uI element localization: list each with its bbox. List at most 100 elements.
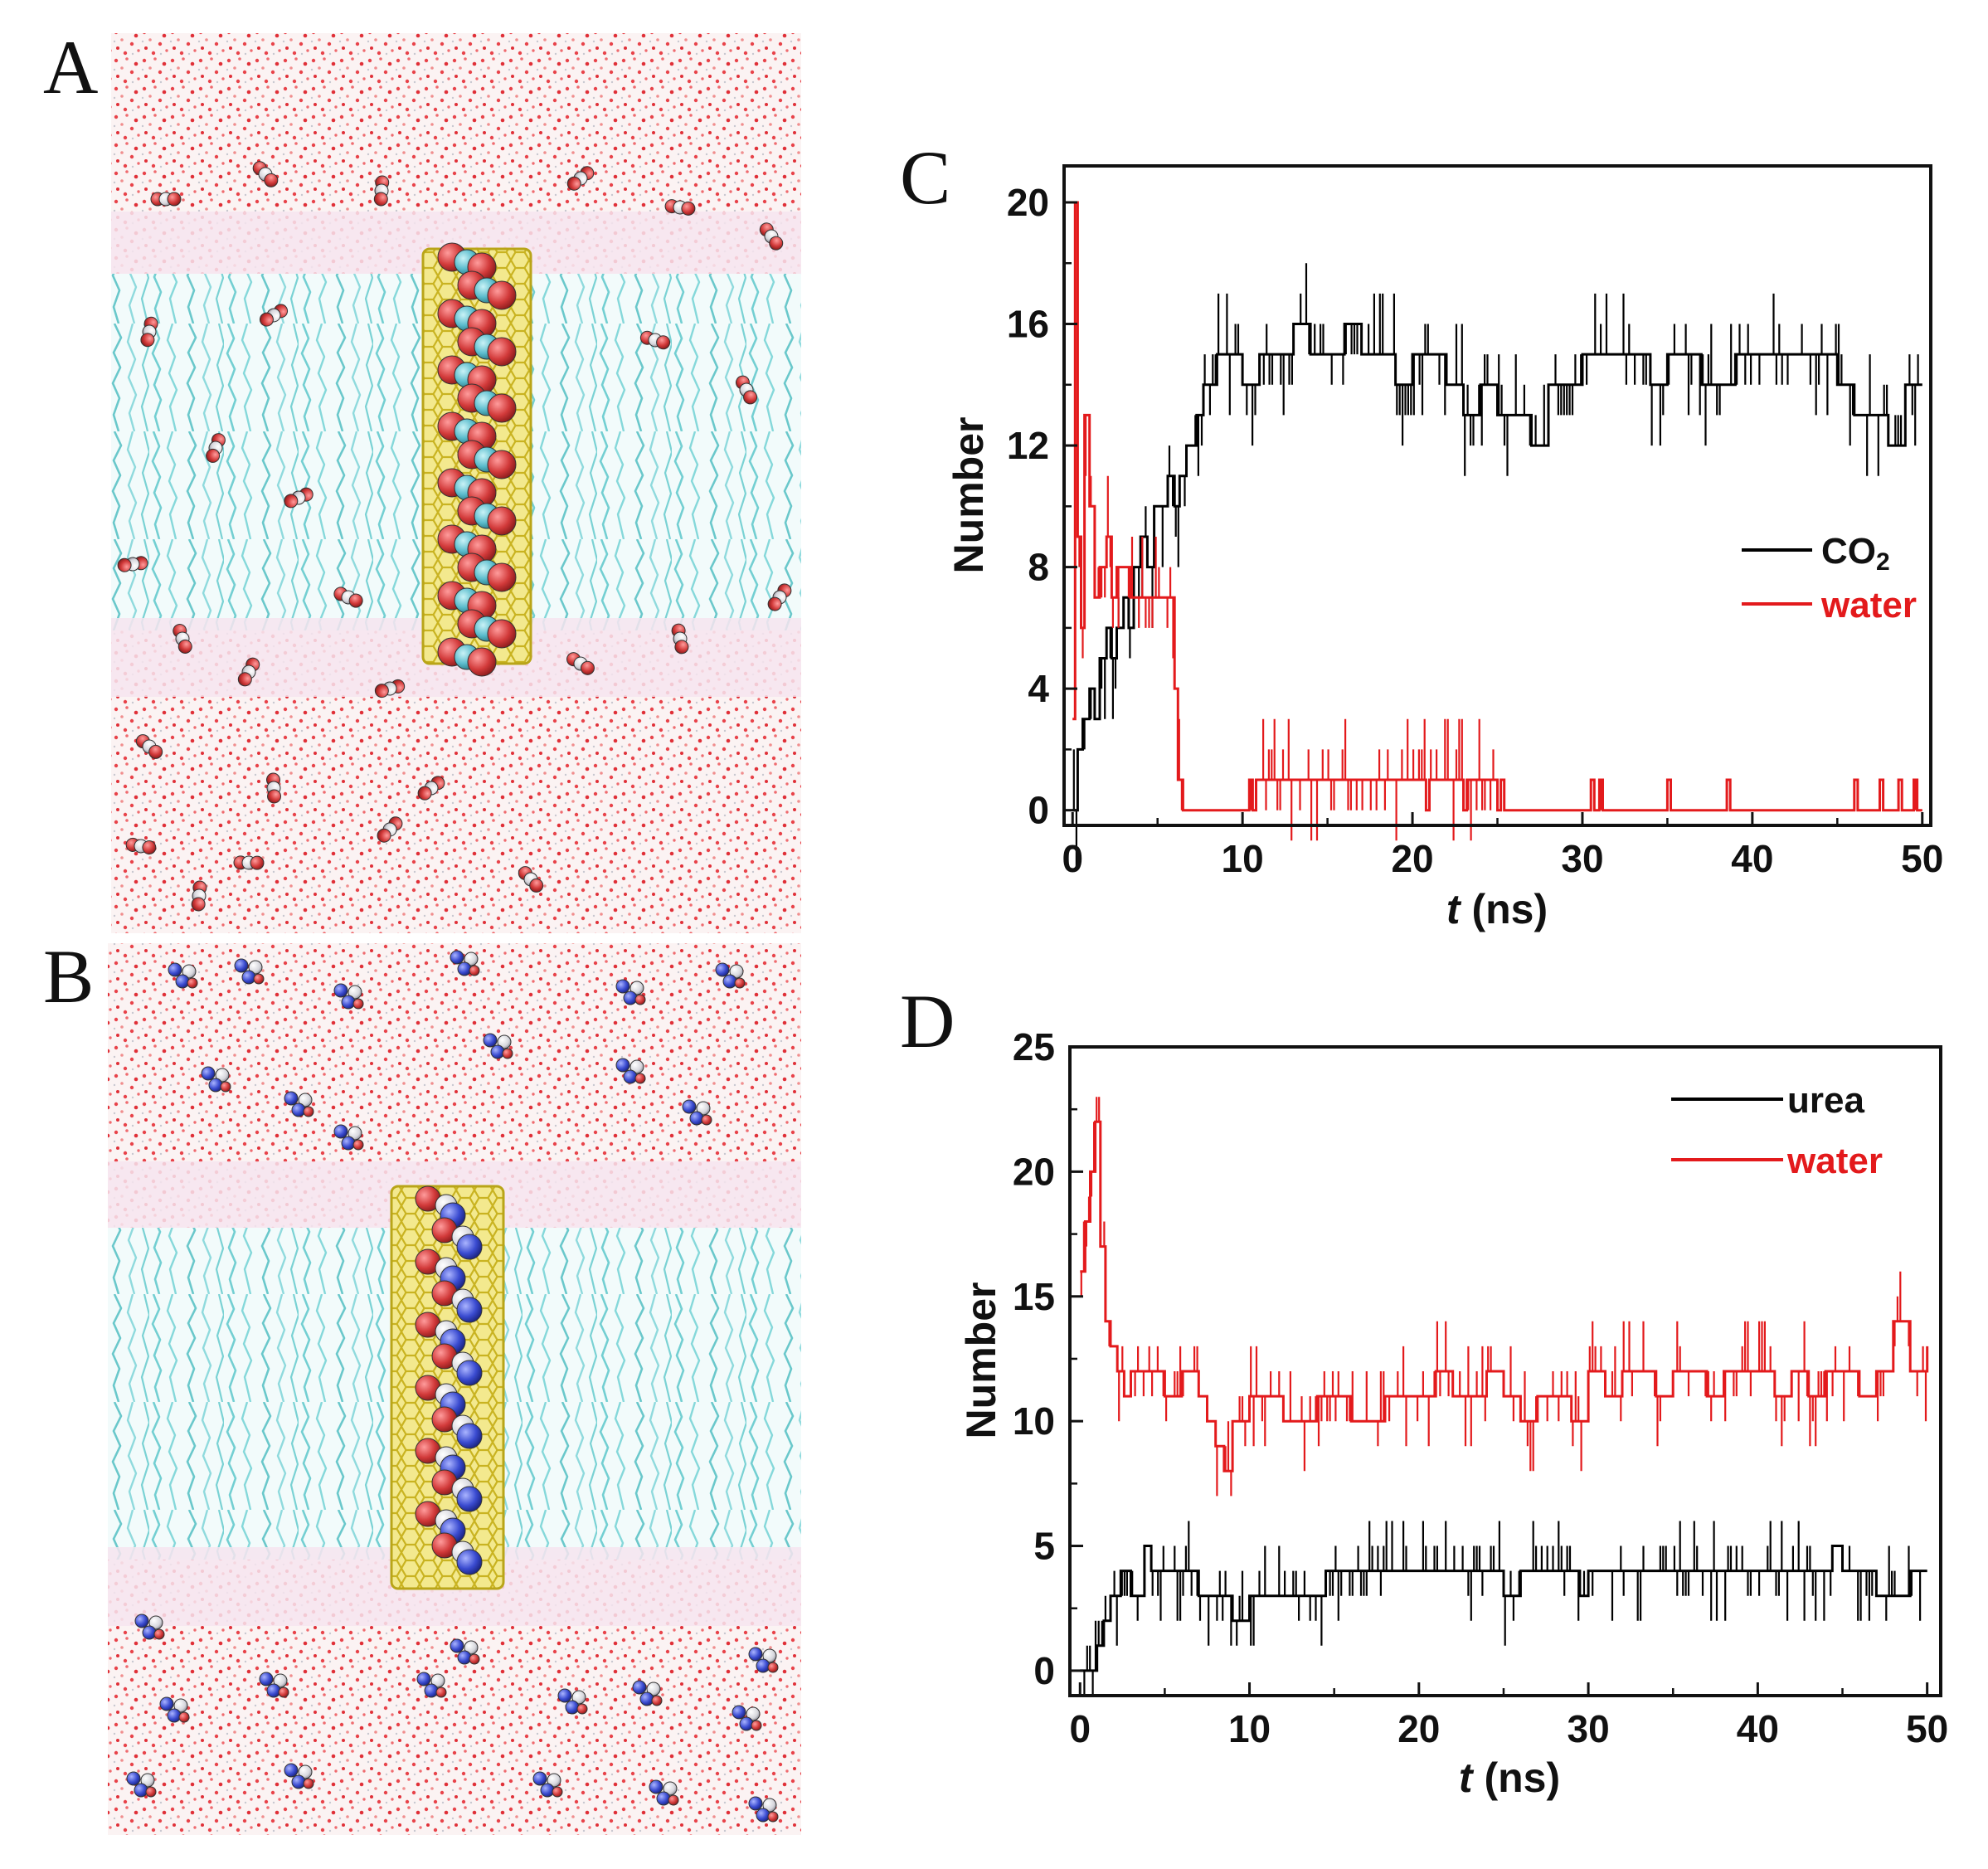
- co2-oxygen-atom: [487, 337, 517, 367]
- co2-oxygen-atom: [467, 647, 497, 677]
- scattered-co2-molecule: [759, 222, 784, 251]
- panel-c-series-co-line: [1072, 323, 1922, 812]
- co2-oxygen-atom: [142, 840, 157, 855]
- panel-c-x-axis-label: t (ns): [1446, 886, 1548, 932]
- scattered-urea-molecule: [259, 1672, 289, 1698]
- urea-nitrogen-atom: [424, 1683, 439, 1698]
- urea-nitrogen-atom: [341, 1136, 356, 1151]
- scattered-urea-molecule: [732, 1705, 762, 1731]
- urea-carbon-atom: [464, 1640, 479, 1655]
- co2-oxygen-atom: [148, 744, 163, 759]
- panel-c-legend-water-label: water: [1820, 585, 1917, 625]
- panel-d-y-tick-label: 0: [1033, 1649, 1055, 1692]
- panel-d-y-tick-label: 25: [1013, 1025, 1055, 1068]
- urea-carbon-atom: [273, 1673, 288, 1688]
- urea-carbon-atom: [298, 1093, 313, 1107]
- urea-nitrogen-atom: [623, 1069, 638, 1084]
- scattered-co2-molecule: [191, 880, 207, 912]
- urea-nitrogen-atom: [126, 1771, 141, 1786]
- co2-oxygen-atom: [767, 596, 782, 611]
- urea-nitrogen-atom: [756, 1658, 770, 1673]
- urea-nitrogen-atom: [748, 1647, 763, 1662]
- urea-nitrogen-atom: [142, 1625, 157, 1640]
- co2-oxygen-atom: [674, 640, 689, 655]
- scattered-urea-molecule: [748, 1796, 779, 1823]
- panel-d-y-tick-label: 5: [1033, 1525, 1055, 1568]
- urea-nitrogen-atom: [457, 961, 472, 976]
- scattered-co2-molecule: [237, 657, 260, 687]
- panel-b-snapshot: [108, 943, 801, 1835]
- panel-c-series-co-fluctuations: [1072, 263, 1919, 871]
- panel-c-y-tick-label: 12: [1007, 424, 1049, 467]
- co2-oxygen-atom: [566, 176, 581, 191]
- urea-nitrogen-atom: [682, 1099, 697, 1114]
- urea-nitrogen-atom: [333, 983, 348, 998]
- urea-nitrogen-atom: [565, 1700, 580, 1715]
- panel-c-ticks-layer: 0 10 20 30 40 50 0 4 8 12 16 20: [1007, 181, 1944, 880]
- urea-nitrogen-atom: [756, 1808, 770, 1823]
- urea-carbon-atom: [729, 964, 744, 979]
- urea-oxygen-atom: [435, 1686, 447, 1698]
- co2-oxygen-atom: [206, 448, 221, 463]
- co2-oxygen-atom: [373, 192, 388, 207]
- panel-d-legend-urea-label: urea: [1787, 1080, 1864, 1121]
- scattered-urea-molecule: [450, 1638, 480, 1665]
- panel-c-x-tick-label: 30: [1561, 837, 1603, 880]
- co2-oxygen-atom: [377, 828, 391, 843]
- urea-nitrogen-atom: [450, 950, 464, 965]
- urea-nitrogen-atom: [284, 1091, 299, 1106]
- panel-d-x-axis-var: t: [1459, 1755, 1475, 1801]
- urea-carbon-atom: [571, 1690, 586, 1705]
- urea-oxygen-atom: [303, 1778, 314, 1789]
- urea-carbon-atom: [348, 1126, 362, 1141]
- co2-oxygen-atom: [177, 639, 192, 654]
- urea-nitrogen-atom: [639, 1691, 654, 1706]
- scattered-urea-molecule: [284, 1091, 314, 1117]
- scattered-co2-molecule: [233, 855, 265, 870]
- scattered-urea-molecule: [201, 1066, 231, 1093]
- panel-d-y-tick-label: 20: [1013, 1150, 1055, 1193]
- co2-oxygen-atom: [191, 897, 206, 912]
- panel-c-plot-frame: [1062, 164, 1932, 827]
- scattered-urea-molecule: [615, 979, 646, 1005]
- urea-oxygen-atom: [469, 1653, 480, 1665]
- urea-nitrogen-atom: [615, 979, 630, 994]
- scattered-urea-molecule: [557, 1688, 588, 1715]
- urea-nitrogen-atom: [291, 1102, 306, 1117]
- urea-oxygen-atom: [303, 1106, 314, 1117]
- scattered-co2-molecule: [518, 866, 544, 893]
- panel-c-y-tick-label: 16: [1007, 303, 1049, 346]
- urea-oxygen-atom: [352, 1139, 364, 1151]
- scattered-urea-molecule: [649, 1779, 679, 1806]
- urea-carbon-atom: [547, 1773, 561, 1788]
- co2-oxygen-atom: [348, 593, 363, 608]
- panel-a-co2-chain: [437, 242, 517, 677]
- panel-c-series-water-line: [1072, 201, 1922, 812]
- urea-nitrogen-atom: [416, 1672, 431, 1686]
- co2-oxygen-atom: [487, 562, 517, 592]
- urea-nitrogen-atom: [557, 1688, 572, 1703]
- urea-oxygen-atom: [668, 1794, 679, 1806]
- urea-nitrogen-atom: [615, 1058, 630, 1073]
- urea-nitrogen-atom: [456, 1234, 483, 1260]
- scattered-urea-molecule: [159, 1696, 190, 1723]
- scattered-co2-molecule: [373, 175, 390, 207]
- co2-oxygen-atom: [487, 450, 517, 479]
- urea-carbon-atom: [464, 952, 479, 966]
- urea-carbon-atom: [148, 1615, 163, 1630]
- co2-oxygen-atom: [374, 684, 389, 698]
- co2-oxygen-atom: [264, 173, 279, 187]
- urea-carbon-atom: [182, 964, 197, 979]
- co2-oxygen-atom: [580, 660, 595, 675]
- panel-label-b: B: [43, 934, 94, 1019]
- panel-d-chart: 0 10 20 30 40 50 0 5 10 15 20 25 Number t (ns) urea…: [958, 1025, 1948, 1801]
- scattered-co2-molecule: [671, 623, 689, 655]
- scattered-co2-molecule: [206, 433, 226, 463]
- panel-d-series-water-fluctuations: [1080, 1097, 1927, 1497]
- urea-nitrogen-atom: [715, 962, 730, 977]
- urea-nitrogen-atom: [623, 990, 638, 1005]
- panel-c-x-tick-label: 10: [1222, 837, 1264, 880]
- urea-oxygen-atom: [469, 965, 480, 976]
- scattered-co2-molecule: [333, 586, 363, 608]
- urea-nitrogen-atom: [483, 1033, 498, 1048]
